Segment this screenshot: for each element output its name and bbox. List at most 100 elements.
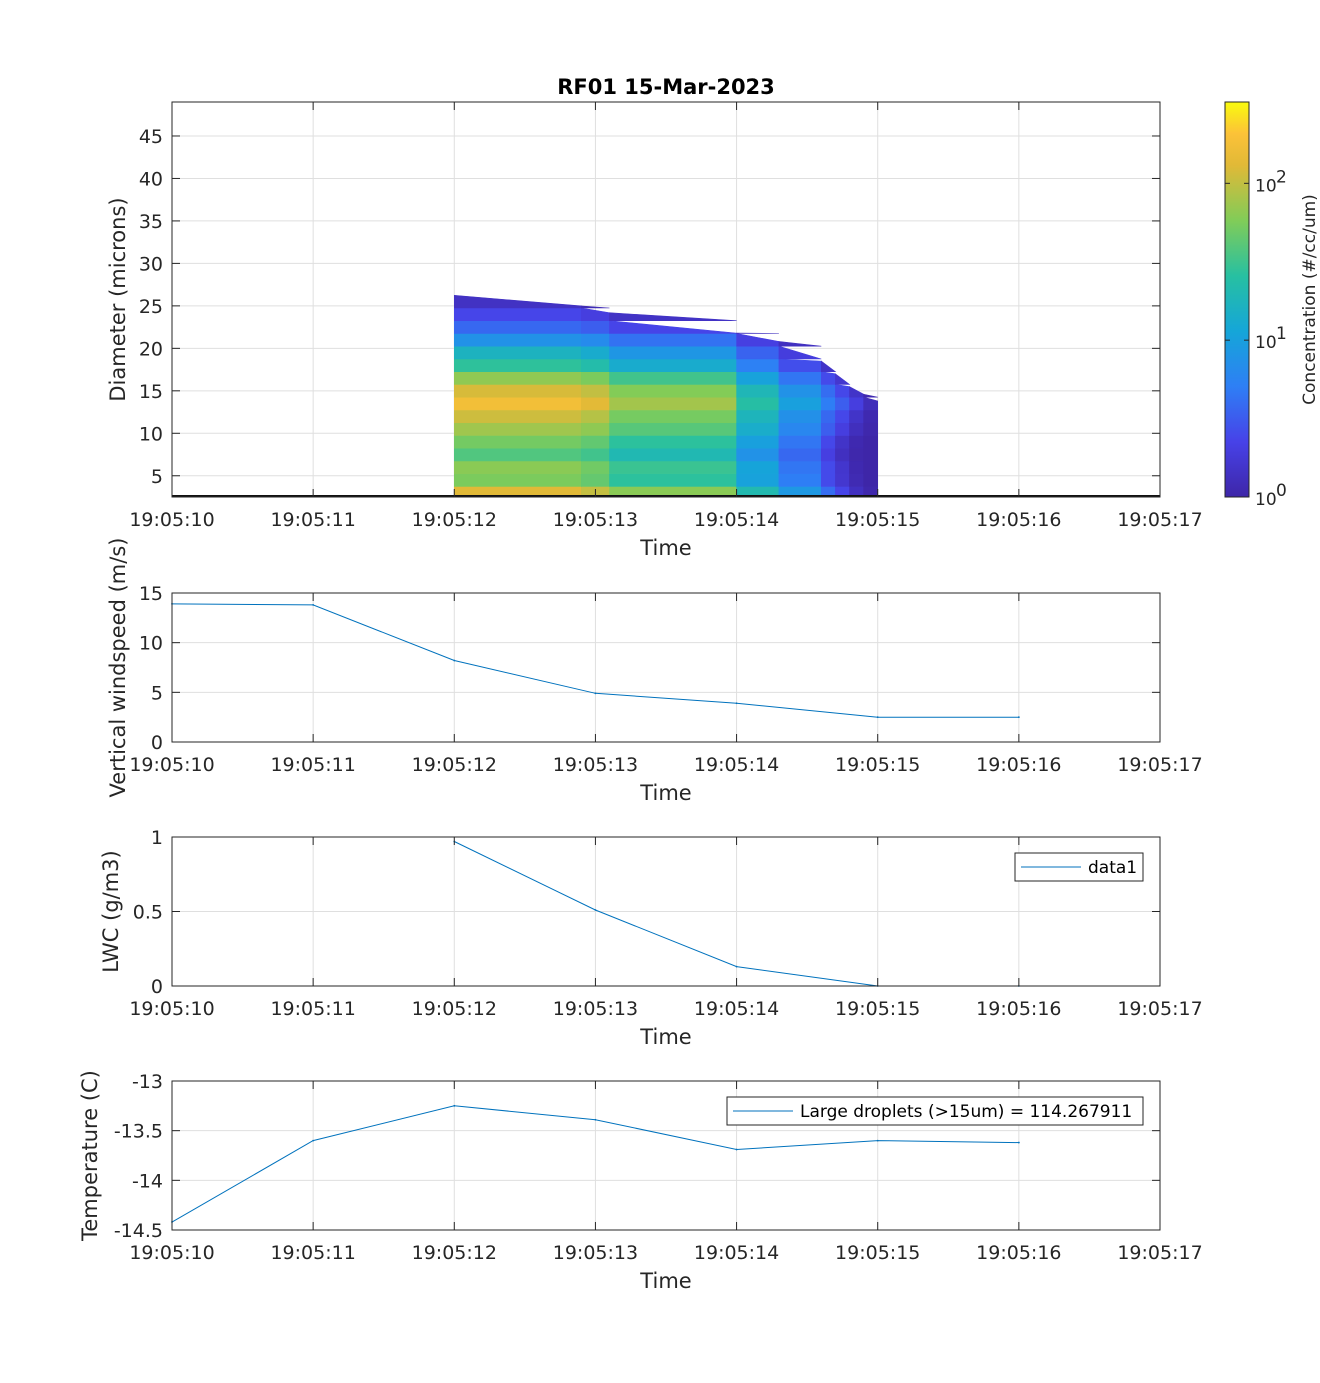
heatmap-cell (820, 447, 836, 462)
y-tick-label: 15 (139, 381, 163, 403)
heatmap-cell (778, 345, 822, 360)
y-tick-label: 10 (139, 633, 163, 655)
heatmap-cell (778, 384, 822, 398)
heatmap-cell (580, 333, 610, 347)
y-tick-label: -14.5 (114, 1220, 163, 1242)
data-point (312, 1139, 315, 1142)
x-axis-label: Time (639, 781, 691, 805)
heatmap-cell (609, 409, 737, 424)
heatmap-cell (736, 358, 780, 373)
heatmap-cell (453, 358, 582, 373)
heatmap-cell (835, 396, 850, 411)
axes-box (171, 592, 1161, 743)
data-point (1017, 1141, 1020, 1144)
y-tick-label: -13.5 (114, 1121, 163, 1143)
heatmap-cell (580, 473, 610, 487)
x-tick-label: 19:05:10 (129, 1242, 214, 1264)
x-tick-label: 19:05:17 (1117, 509, 1202, 531)
heatmap-cell (835, 384, 850, 398)
data-point (876, 716, 879, 719)
colorbar-tick-base: 10 (1255, 176, 1277, 196)
data-point (594, 909, 597, 911)
heatmap-cell (453, 447, 582, 462)
heatmap-cell (580, 447, 610, 462)
x-tick-label: 19:05:16 (976, 509, 1061, 531)
data-point (876, 1139, 879, 1142)
heatmap-cell (736, 384, 780, 398)
data-point (1017, 716, 1020, 719)
heatmap-cell (736, 422, 780, 436)
x-tick-label: 19:05:16 (976, 754, 1061, 776)
data-point (312, 604, 315, 606)
heatmap-cell (609, 460, 737, 474)
heatmap-cell (453, 320, 582, 334)
y-tick-label: -14 (132, 1170, 163, 1192)
colorbar-tick-base: 10 (1255, 490, 1277, 510)
heatmap-cell (835, 435, 850, 449)
y-axis-label: Vertical windspeed (m/s) (106, 538, 130, 798)
heatmap-cell (820, 460, 836, 474)
x-tick-label: 19:05:11 (270, 509, 355, 531)
heatmap-cell (736, 447, 780, 462)
heatmap-cell (736, 460, 780, 474)
heatmap-cell (580, 396, 610, 411)
colorbar-tick-exponent: 0 (1276, 481, 1287, 501)
temperature-axes: 19:05:10 19:05:11 19:05:12 19:05:13 19:05:14… (78, 1070, 1203, 1293)
x-tick-label: 19:05:11 (270, 998, 355, 1020)
heatmap-cell (835, 409, 850, 424)
heatmap-cell (820, 409, 836, 424)
heatmap-cell (820, 371, 836, 385)
heatmap-cell (453, 307, 582, 322)
heatmap-cell (849, 422, 864, 436)
heatmap-cell (835, 373, 851, 385)
heatmap-cell (820, 435, 836, 449)
x-tick-label: 19:05:14 (694, 998, 779, 1020)
y-tick-label: 35 (139, 211, 163, 233)
windspeed-axes: 19:05:10 19:05:11 19:05:12 19:05:13 19:05:14… (106, 538, 1203, 805)
heatmap-cell (778, 396, 822, 411)
y-tick-label: 10 (139, 423, 163, 445)
x-axis-label: Time (639, 536, 691, 560)
heatmap-cells (453, 294, 879, 497)
x-tick-label: 19:05:12 (412, 509, 497, 531)
heatmap-cell (580, 409, 610, 424)
x-tick-label: 19:05:14 (694, 754, 779, 776)
heatmap-cell (849, 447, 864, 462)
axes-box (171, 101, 1161, 498)
heatmap-cell (849, 473, 864, 487)
y-tick-label: 20 (139, 338, 163, 360)
heatmap-cell (580, 320, 610, 334)
heatmap-cell (835, 447, 850, 462)
x-tick-label: 19:05:15 (835, 1242, 920, 1264)
heatmap-cell (863, 447, 879, 462)
heatmap-cell (778, 409, 822, 424)
heatmap-cell (736, 345, 780, 360)
figure-title: RF01 15-Mar-2023 (557, 75, 775, 99)
y-axis-label: LWC (g/m3) (99, 850, 123, 972)
heatmap-cell (580, 460, 610, 474)
data-point (735, 965, 738, 968)
heatmap-cell (580, 435, 610, 449)
heatmap-cell (453, 371, 582, 385)
legend: data1 (1014, 852, 1144, 882)
heatmap-cell (609, 371, 737, 385)
x-tick-label: 19:05:14 (694, 509, 779, 531)
x-tick-label: 19:05:17 (1117, 1242, 1202, 1264)
heatmap-cell (736, 473, 780, 487)
y-axis-label: Temperature (C) (78, 1070, 102, 1242)
diameter-heatmap-axes: 19:05:10 19:05:11 19:05:12 19:05:13 19:05:14… (106, 101, 1203, 560)
heatmap-cell (453, 422, 582, 436)
legend-label: data1 (1088, 858, 1137, 878)
x-tick-label: 19:05:17 (1117, 998, 1202, 1020)
colorbar-tick-base: 10 (1255, 333, 1277, 353)
data-point (735, 1148, 738, 1151)
heatmap-cell (580, 422, 610, 436)
y-tick-label: 0 (151, 976, 163, 998)
heatmap-cell (863, 460, 879, 474)
x-tick-label: 19:05:16 (976, 1242, 1061, 1264)
heatmap-cell (609, 333, 737, 347)
heatmap-cell (849, 460, 864, 474)
colorbar-tick-exponent: 1 (1276, 324, 1287, 344)
